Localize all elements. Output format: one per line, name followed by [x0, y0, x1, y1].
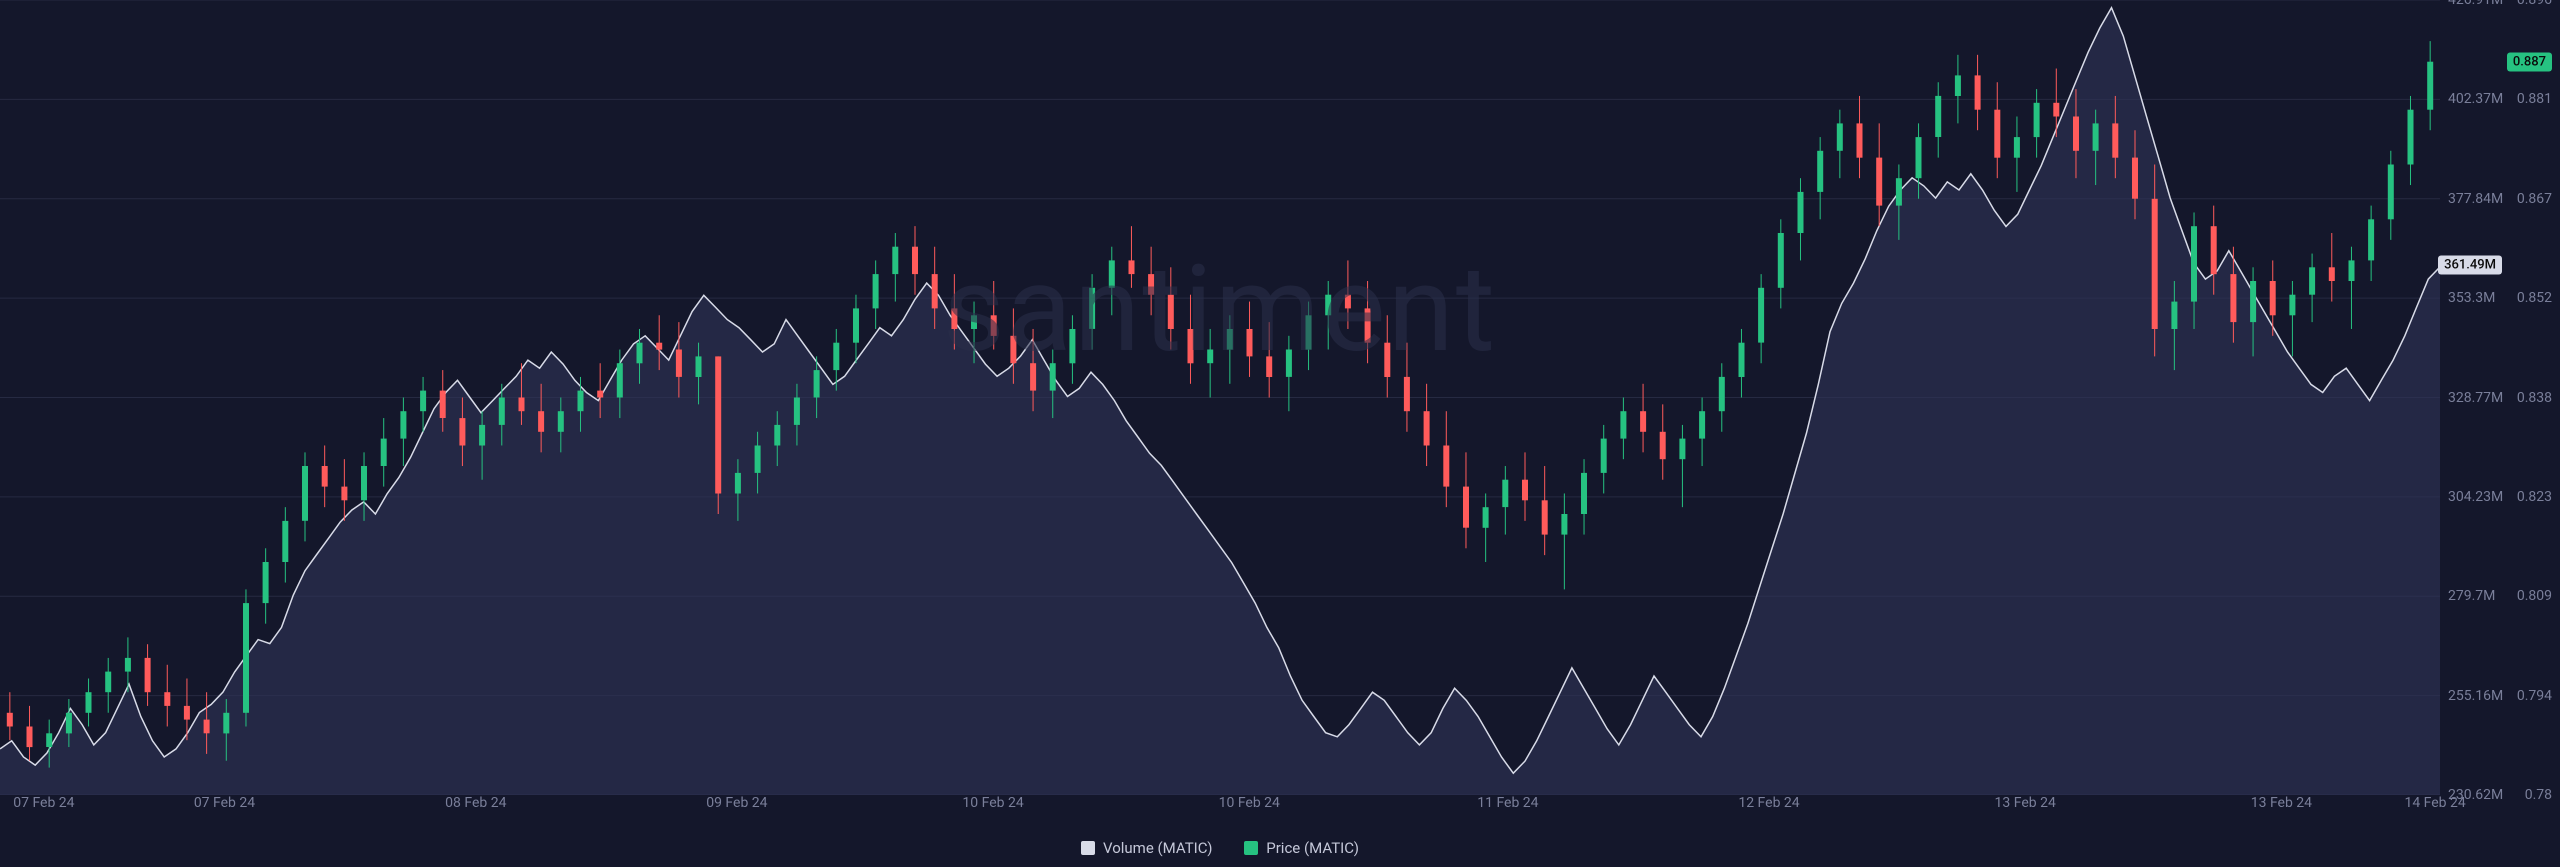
x-tick: 07 Feb 24 [194, 795, 255, 811]
y-tick: 402.37M0.881 [2440, 91, 2560, 107]
x-tick: 11 Feb 24 [1477, 795, 1538, 811]
x-tick: 13 Feb 24 [1995, 795, 2056, 811]
current-price-tag: 0.887 [2507, 53, 2552, 72]
legend-label-volume: Volume (MATIC) [1103, 839, 1213, 857]
plot-area[interactable]: santiment [0, 0, 2440, 795]
x-tick: 13 Feb 24 [2251, 795, 2312, 811]
x-tick: 14 Feb 24 [2404, 795, 2465, 811]
legend-swatch-volume [1081, 841, 1095, 855]
y-tick: 279.7M0.809 [2440, 588, 2560, 604]
current-volume-tag: 361.49M [2438, 255, 2502, 274]
x-tick: 07 Feb 24 [13, 795, 74, 811]
legend-item-price: Price (MATIC) [1244, 839, 1359, 857]
y-tick: 304.23M0.823 [2440, 489, 2560, 505]
y-tick: 377.84M0.867 [2440, 191, 2560, 207]
x-tick: 12 Feb 24 [1738, 795, 1799, 811]
chart-svg [0, 0, 2440, 795]
x-tick: 08 Feb 24 [445, 795, 506, 811]
y-tick: 426.91M0.896 [2440, 0, 2560, 8]
x-tick: 09 Feb 24 [706, 795, 767, 811]
legend-item-volume: Volume (MATIC) [1081, 839, 1213, 857]
legend-label-price: Price (MATIC) [1266, 839, 1359, 857]
legend-swatch-price [1244, 841, 1258, 855]
x-axis: 07 Feb 24 07 Feb 24 08 Feb 24 09 Feb 24 10 F… [0, 795, 2440, 825]
x-tick: 10 Feb 24 [1219, 795, 1280, 811]
x-tick: 10 Feb 24 [962, 795, 1023, 811]
y-tick: 328.77M0.838 [2440, 390, 2560, 406]
legend: Volume (MATIC) Price (MATIC) [0, 839, 2440, 859]
y-tick: 255.16M0.794 [2440, 688, 2560, 704]
chart-container: santiment 426.91M0.896 402.37M0.881 377.84… [0, 0, 2560, 867]
y-axis-right: 426.91M0.896 402.37M0.881 377.84M0.867 353.… [2440, 0, 2560, 795]
y-tick: 353.3M0.852 [2440, 290, 2560, 306]
